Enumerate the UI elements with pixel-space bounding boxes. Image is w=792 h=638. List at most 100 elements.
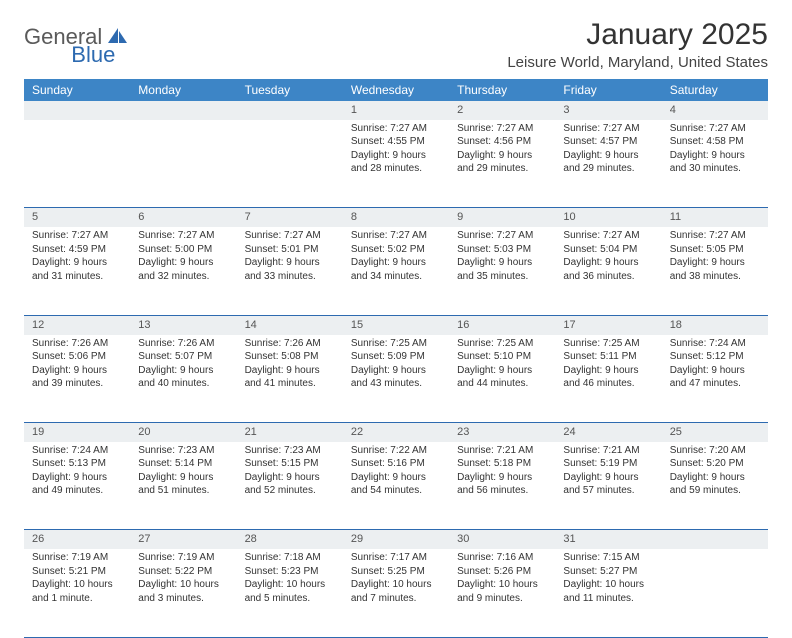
day-details: Sunrise: 7:17 AMSunset: 5:25 PMDaylight:… bbox=[343, 549, 449, 609]
month-title: January 2025 bbox=[507, 18, 768, 52]
day-details-row: Sunrise: 7:19 AMSunset: 5:21 PMDaylight:… bbox=[24, 549, 768, 637]
day-details: Sunrise: 7:27 AMSunset: 5:05 PMDaylight:… bbox=[662, 227, 768, 287]
day-details-cell: Sunrise: 7:27 AMSunset: 5:02 PMDaylight:… bbox=[343, 227, 449, 315]
day-details: Sunrise: 7:27 AMSunset: 5:00 PMDaylight:… bbox=[130, 227, 236, 287]
logo: General Blue bbox=[24, 18, 177, 50]
day-number-cell: 8 bbox=[343, 208, 449, 227]
day-details-cell: Sunrise: 7:20 AMSunset: 5:20 PMDaylight:… bbox=[662, 442, 768, 530]
day-number-cell: 17 bbox=[555, 315, 661, 334]
day-number-cell: 10 bbox=[555, 208, 661, 227]
day-details: Sunrise: 7:27 AMSunset: 5:04 PMDaylight:… bbox=[555, 227, 661, 287]
day-number-cell: 16 bbox=[449, 315, 555, 334]
day-number-cell bbox=[662, 530, 768, 549]
day-details: Sunrise: 7:27 AMSunset: 4:56 PMDaylight:… bbox=[449, 120, 555, 180]
day-number-cell: 27 bbox=[130, 530, 236, 549]
day-number-row: 1234 bbox=[24, 101, 768, 120]
day-number-cell bbox=[237, 101, 343, 120]
day-number-cell: 13 bbox=[130, 315, 236, 334]
weekday-header: Monday bbox=[130, 79, 236, 101]
day-details-cell: Sunrise: 7:25 AMSunset: 5:11 PMDaylight:… bbox=[555, 335, 661, 423]
day-number-row: 19202122232425 bbox=[24, 423, 768, 442]
day-details-cell: Sunrise: 7:21 AMSunset: 5:19 PMDaylight:… bbox=[555, 442, 661, 530]
day-details-cell bbox=[662, 549, 768, 637]
day-number-cell: 29 bbox=[343, 530, 449, 549]
day-number-cell: 20 bbox=[130, 423, 236, 442]
day-details: Sunrise: 7:23 AMSunset: 5:14 PMDaylight:… bbox=[130, 442, 236, 502]
day-details-cell bbox=[237, 120, 343, 208]
day-details-cell: Sunrise: 7:19 AMSunset: 5:22 PMDaylight:… bbox=[130, 549, 236, 637]
day-number-row: 262728293031 bbox=[24, 530, 768, 549]
day-details-row: Sunrise: 7:27 AMSunset: 4:55 PMDaylight:… bbox=[24, 120, 768, 208]
day-details-row: Sunrise: 7:24 AMSunset: 5:13 PMDaylight:… bbox=[24, 442, 768, 530]
day-details: Sunrise: 7:15 AMSunset: 5:27 PMDaylight:… bbox=[555, 549, 661, 609]
day-details-cell: Sunrise: 7:23 AMSunset: 5:15 PMDaylight:… bbox=[237, 442, 343, 530]
weekday-header: Thursday bbox=[449, 79, 555, 101]
day-details: Sunrise: 7:22 AMSunset: 5:16 PMDaylight:… bbox=[343, 442, 449, 502]
day-details-cell: Sunrise: 7:27 AMSunset: 5:01 PMDaylight:… bbox=[237, 227, 343, 315]
day-details: Sunrise: 7:24 AMSunset: 5:13 PMDaylight:… bbox=[24, 442, 130, 502]
day-details-cell: Sunrise: 7:25 AMSunset: 5:09 PMDaylight:… bbox=[343, 335, 449, 423]
day-number-cell: 18 bbox=[662, 315, 768, 334]
day-details: Sunrise: 7:27 AMSunset: 5:02 PMDaylight:… bbox=[343, 227, 449, 287]
header: General Blue January 2025 Leisure World,… bbox=[24, 18, 768, 71]
day-number-cell: 23 bbox=[449, 423, 555, 442]
day-number-cell: 31 bbox=[555, 530, 661, 549]
weekday-header-row: SundayMondayTuesdayWednesdayThursdayFrid… bbox=[24, 79, 768, 101]
day-details-cell: Sunrise: 7:27 AMSunset: 5:03 PMDaylight:… bbox=[449, 227, 555, 315]
day-details: Sunrise: 7:21 AMSunset: 5:18 PMDaylight:… bbox=[449, 442, 555, 502]
day-details: Sunrise: 7:27 AMSunset: 4:59 PMDaylight:… bbox=[24, 227, 130, 287]
day-details-row: Sunrise: 7:26 AMSunset: 5:06 PMDaylight:… bbox=[24, 335, 768, 423]
day-details-cell: Sunrise: 7:15 AMSunset: 5:27 PMDaylight:… bbox=[555, 549, 661, 637]
day-number-cell: 3 bbox=[555, 101, 661, 120]
calendar-body: 1234Sunrise: 7:27 AMSunset: 4:55 PMDayli… bbox=[24, 101, 768, 637]
day-details-cell: Sunrise: 7:23 AMSunset: 5:14 PMDaylight:… bbox=[130, 442, 236, 530]
day-number-cell: 2 bbox=[449, 101, 555, 120]
day-details: Sunrise: 7:27 AMSunset: 4:57 PMDaylight:… bbox=[555, 120, 661, 180]
day-details-cell: Sunrise: 7:25 AMSunset: 5:10 PMDaylight:… bbox=[449, 335, 555, 423]
day-details-cell: Sunrise: 7:24 AMSunset: 5:12 PMDaylight:… bbox=[662, 335, 768, 423]
day-details: Sunrise: 7:16 AMSunset: 5:26 PMDaylight:… bbox=[449, 549, 555, 609]
day-details-cell: Sunrise: 7:27 AMSunset: 5:04 PMDaylight:… bbox=[555, 227, 661, 315]
day-details-cell: Sunrise: 7:27 AMSunset: 5:05 PMDaylight:… bbox=[662, 227, 768, 315]
day-details: Sunrise: 7:20 AMSunset: 5:20 PMDaylight:… bbox=[662, 442, 768, 502]
day-details: Sunrise: 7:19 AMSunset: 5:22 PMDaylight:… bbox=[130, 549, 236, 609]
title-block: January 2025 Leisure World, Maryland, Un… bbox=[507, 18, 768, 71]
day-details-cell: Sunrise: 7:26 AMSunset: 5:08 PMDaylight:… bbox=[237, 335, 343, 423]
day-details-cell: Sunrise: 7:18 AMSunset: 5:23 PMDaylight:… bbox=[237, 549, 343, 637]
day-details: Sunrise: 7:25 AMSunset: 5:09 PMDaylight:… bbox=[343, 335, 449, 395]
day-number-row: 567891011 bbox=[24, 208, 768, 227]
day-number-cell: 6 bbox=[130, 208, 236, 227]
day-number-cell: 22 bbox=[343, 423, 449, 442]
day-number-cell: 4 bbox=[662, 101, 768, 120]
day-number-cell: 5 bbox=[24, 208, 130, 227]
day-details: Sunrise: 7:26 AMSunset: 5:07 PMDaylight:… bbox=[130, 335, 236, 395]
day-details-cell: Sunrise: 7:16 AMSunset: 5:26 PMDaylight:… bbox=[449, 549, 555, 637]
day-number-cell: 26 bbox=[24, 530, 130, 549]
day-details: Sunrise: 7:23 AMSunset: 5:15 PMDaylight:… bbox=[237, 442, 343, 502]
day-details: Sunrise: 7:21 AMSunset: 5:19 PMDaylight:… bbox=[555, 442, 661, 502]
day-number-cell: 11 bbox=[662, 208, 768, 227]
day-details-cell: Sunrise: 7:22 AMSunset: 5:16 PMDaylight:… bbox=[343, 442, 449, 530]
day-details-cell: Sunrise: 7:26 AMSunset: 5:07 PMDaylight:… bbox=[130, 335, 236, 423]
day-number-cell: 9 bbox=[449, 208, 555, 227]
logo-text-blue: Blue bbox=[71, 42, 115, 68]
day-details-cell: Sunrise: 7:26 AMSunset: 5:06 PMDaylight:… bbox=[24, 335, 130, 423]
day-number-cell: 15 bbox=[343, 315, 449, 334]
calendar-table: SundayMondayTuesdayWednesdayThursdayFrid… bbox=[24, 79, 768, 638]
day-details: Sunrise: 7:26 AMSunset: 5:08 PMDaylight:… bbox=[237, 335, 343, 395]
day-details: Sunrise: 7:19 AMSunset: 5:21 PMDaylight:… bbox=[24, 549, 130, 609]
day-number-cell: 7 bbox=[237, 208, 343, 227]
day-details: Sunrise: 7:26 AMSunset: 5:06 PMDaylight:… bbox=[24, 335, 130, 395]
day-details-cell: Sunrise: 7:21 AMSunset: 5:18 PMDaylight:… bbox=[449, 442, 555, 530]
weekday-header: Wednesday bbox=[343, 79, 449, 101]
day-details-cell: Sunrise: 7:27 AMSunset: 4:59 PMDaylight:… bbox=[24, 227, 130, 315]
day-number-cell: 24 bbox=[555, 423, 661, 442]
weekday-header: Friday bbox=[555, 79, 661, 101]
day-details: Sunrise: 7:27 AMSunset: 4:58 PMDaylight:… bbox=[662, 120, 768, 180]
day-number-cell: 19 bbox=[24, 423, 130, 442]
day-number-cell: 21 bbox=[237, 423, 343, 442]
day-details-cell: Sunrise: 7:27 AMSunset: 5:00 PMDaylight:… bbox=[130, 227, 236, 315]
day-number-cell bbox=[130, 101, 236, 120]
day-details-cell bbox=[130, 120, 236, 208]
day-details-cell: Sunrise: 7:27 AMSunset: 4:57 PMDaylight:… bbox=[555, 120, 661, 208]
